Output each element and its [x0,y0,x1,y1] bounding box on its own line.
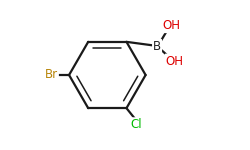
Text: B: B [153,40,161,53]
Text: OH: OH [166,54,184,68]
Text: Br: Br [45,69,58,81]
Text: Cl: Cl [130,118,142,131]
Text: OH: OH [163,19,181,32]
